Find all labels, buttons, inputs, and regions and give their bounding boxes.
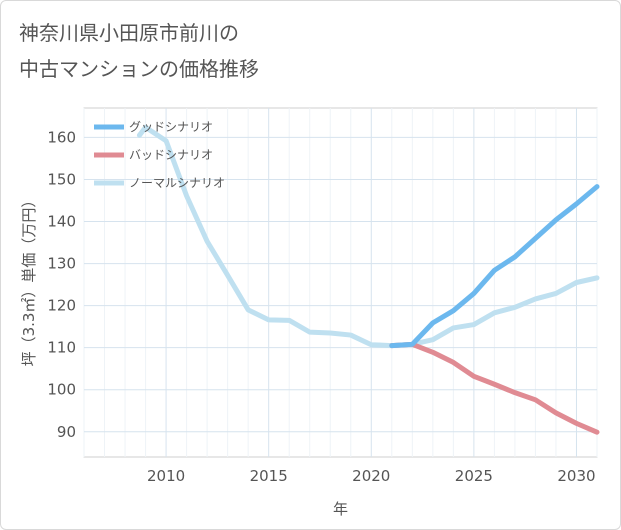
- y-tick-label: 160: [47, 128, 76, 146]
- x-tick-label: 2015: [250, 467, 288, 485]
- x-tick-label: 2030: [557, 467, 595, 485]
- series-lines: [136, 124, 600, 435]
- title-line-2: 中古マンションの価格推移: [19, 57, 259, 81]
- chart-title: 神奈川県小田原市前川の 中古マンションの価格推移: [19, 15, 259, 87]
- series-line-1: [389, 341, 600, 435]
- y-tick-label: 110: [47, 339, 76, 357]
- y-tick-label: 130: [47, 255, 76, 273]
- y-tick-label: 150: [47, 170, 76, 188]
- legend-label-0: グッドシナリオ: [129, 120, 213, 134]
- x-tick-label: 2010: [147, 467, 185, 485]
- y-tick-label: 120: [47, 297, 76, 315]
- y-tick-label: 90: [57, 423, 76, 441]
- x-tick-label: 2025: [455, 467, 493, 485]
- grid: [83, 107, 598, 458]
- legend-label-1: バッドシナリオ: [129, 148, 213, 162]
- y-tick-label: 100: [47, 381, 76, 399]
- title-line-1: 神奈川県小田原市前川の: [19, 21, 239, 45]
- y-axis-label: 坪（3.3㎡）単価（万円）: [20, 193, 38, 367]
- axes: 2010 2015 2020 2025 2030 90 100 110 120 130 140 150…: [47, 128, 595, 485]
- x-axis-label: 年: [333, 500, 348, 518]
- series-line-2: [136, 124, 600, 349]
- x-tick-label: 2020: [352, 467, 390, 485]
- y-tick-label: 140: [47, 213, 76, 231]
- series-line-0: [389, 184, 600, 349]
- legend-label-2: ノーマルシナリオ: [129, 176, 225, 190]
